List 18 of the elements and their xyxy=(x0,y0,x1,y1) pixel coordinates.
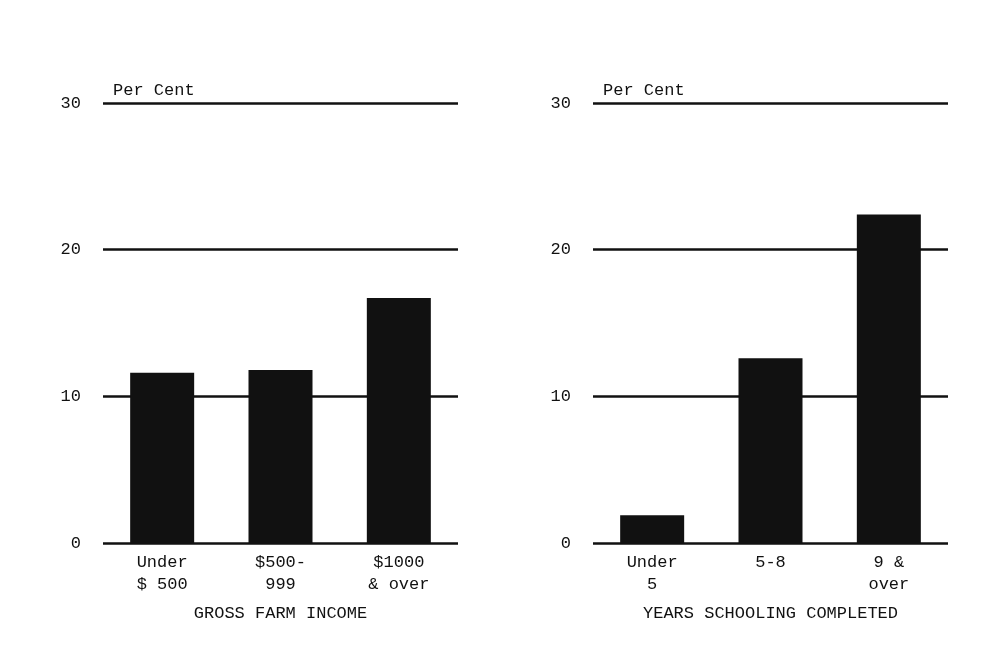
y-axis-title: Per Cent xyxy=(113,81,195,100)
y-tick-label: 20 xyxy=(550,240,571,260)
y-tick-label: 0 xyxy=(560,533,571,553)
x-axis-title: YEARS SCHOOLING COMPLETED xyxy=(642,604,899,623)
x-tick-label: $1000 & over xyxy=(368,552,430,594)
x-tick-label: $500- 999 xyxy=(254,552,307,594)
y-axis-title: Per Cent xyxy=(603,81,685,100)
y-tick-label: 20 xyxy=(60,240,81,260)
y-tick-label: 10 xyxy=(550,386,571,406)
y-tick-label: 30 xyxy=(60,93,81,113)
y-tick-label: 10 xyxy=(60,386,81,406)
y-tick-label: 0 xyxy=(70,533,81,553)
x-axis-title: GROSS FARM INCOME xyxy=(193,604,368,623)
y-tick-label: 30 xyxy=(550,93,571,113)
x-tick-label: Under 5 xyxy=(626,552,678,594)
x-tick-label: Under $ 500 xyxy=(136,552,188,594)
x-tick-label: 5-8 xyxy=(755,552,786,572)
x-tick-label: 9 & over xyxy=(868,552,910,594)
